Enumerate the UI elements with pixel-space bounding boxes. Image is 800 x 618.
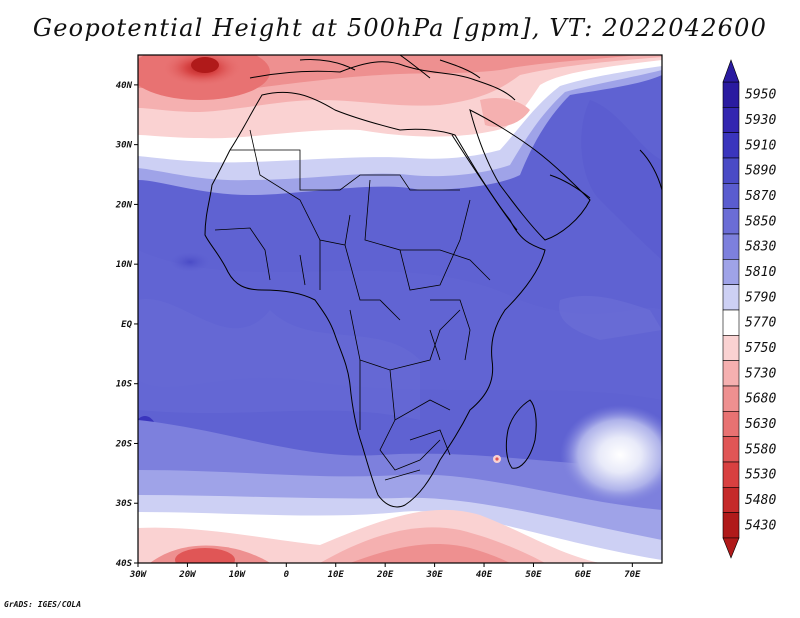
colorbar-level-label: 5950 bbox=[745, 88, 776, 103]
colorbar-level-label: 5850 bbox=[745, 214, 776, 229]
lon-tick-label: 30E bbox=[425, 570, 443, 580]
lat-tick-label: 30N bbox=[115, 141, 133, 151]
grads-credit: GrADS: IGES/COLA bbox=[4, 600, 82, 609]
colorbar-swatch bbox=[722, 107, 740, 133]
colorbar-level-label: 5910 bbox=[745, 138, 776, 153]
map-title: Geopotential Height at 500hPa [gpm], VT:… bbox=[32, 14, 768, 42]
lat-tick-label: 20S bbox=[115, 439, 133, 449]
colorbar-level-label: 5480 bbox=[745, 493, 776, 508]
colorbar-level-label: 5750 bbox=[745, 341, 776, 356]
lon-tick-label: 60E bbox=[575, 570, 592, 580]
colorbar-level-label: 5630 bbox=[745, 417, 776, 432]
colorbar-swatch bbox=[722, 208, 740, 235]
lon-tick-label: 20W bbox=[178, 570, 197, 580]
colorbar-level-label: 5930 bbox=[745, 113, 776, 128]
lat-tick-label: 40N bbox=[116, 81, 133, 91]
colorbar-level-label: 5870 bbox=[745, 189, 776, 204]
lat-tick-label: 10S bbox=[116, 380, 133, 390]
height-field bbox=[138, 55, 662, 563]
lon-axis: 30W 20W 10W 0 10E 20E 30E 40E 50E 60E 70E bbox=[129, 563, 641, 580]
lon-tick-label: 30W bbox=[129, 570, 148, 580]
country-borders bbox=[214, 129, 491, 481]
colorbar-swatch bbox=[722, 436, 740, 463]
lat-tick-label: EQ bbox=[121, 320, 132, 330]
lat-tick-label: 20N bbox=[115, 200, 133, 210]
colorbar-swatch bbox=[722, 81, 740, 108]
lat-tick-label: 10N bbox=[116, 260, 133, 270]
colorbar-level-label: 5770 bbox=[745, 316, 776, 331]
lon-tick-label: 20E bbox=[376, 570, 394, 580]
colorbar-swatch bbox=[722, 512, 740, 539]
colorbar-level-label: 5890 bbox=[745, 164, 776, 179]
lon-tick-label: 50E bbox=[525, 570, 542, 580]
colorbar-level-label: 5830 bbox=[745, 240, 776, 255]
plot-frame bbox=[137, 54, 663, 564]
colorbar-swatch bbox=[722, 385, 740, 412]
colorbar-swatch bbox=[722, 309, 740, 336]
lat-tick-label: 30S bbox=[115, 499, 133, 509]
colorbar-swatch bbox=[722, 132, 740, 159]
colorbar-swatch bbox=[722, 360, 740, 387]
coastlines bbox=[204, 55, 662, 508]
colorbar-swatch bbox=[722, 335, 740, 361]
lat-tick-label: 40S bbox=[116, 559, 133, 569]
colorbar-level-label: 5810 bbox=[745, 265, 776, 280]
colorbar-level-label: 5730 bbox=[745, 366, 776, 381]
colorbar-min-arrow bbox=[722, 537, 740, 559]
colorbar-level-label: 5790 bbox=[745, 290, 776, 305]
colorbar-swatch bbox=[722, 284, 740, 311]
colorbar: 5950 5930 5910 5890 5870 5850 5830 5810 5790 5770… bbox=[722, 59, 776, 559]
colorbar-swatch bbox=[722, 157, 740, 184]
lat-axis: 40N 30N 20N 10N EQ 10S 20S 30S 40S bbox=[115, 81, 138, 569]
colorbar-level-label: 5430 bbox=[745, 518, 776, 533]
lon-tick-label: 10W bbox=[229, 570, 247, 580]
colorbar-swatch bbox=[722, 259, 740, 285]
lon-tick-label: 40E bbox=[476, 570, 493, 580]
colorbar-level-label: 5580 bbox=[745, 442, 776, 457]
lon-tick-label: 0 bbox=[284, 570, 290, 580]
lon-tick-label: 10E bbox=[328, 570, 345, 580]
colorbar-level-label: 5680 bbox=[745, 392, 776, 407]
colorbar-swatch bbox=[722, 487, 740, 513]
colorbar-swatch bbox=[722, 461, 740, 488]
colorbar-swatch bbox=[722, 233, 740, 260]
colorbar-max-arrow bbox=[722, 59, 740, 83]
colorbar-swatch bbox=[722, 183, 740, 209]
lon-tick-label: 70E bbox=[624, 570, 641, 580]
colorbar-swatch bbox=[722, 411, 740, 437]
colorbar-level-label: 5530 bbox=[745, 468, 776, 483]
